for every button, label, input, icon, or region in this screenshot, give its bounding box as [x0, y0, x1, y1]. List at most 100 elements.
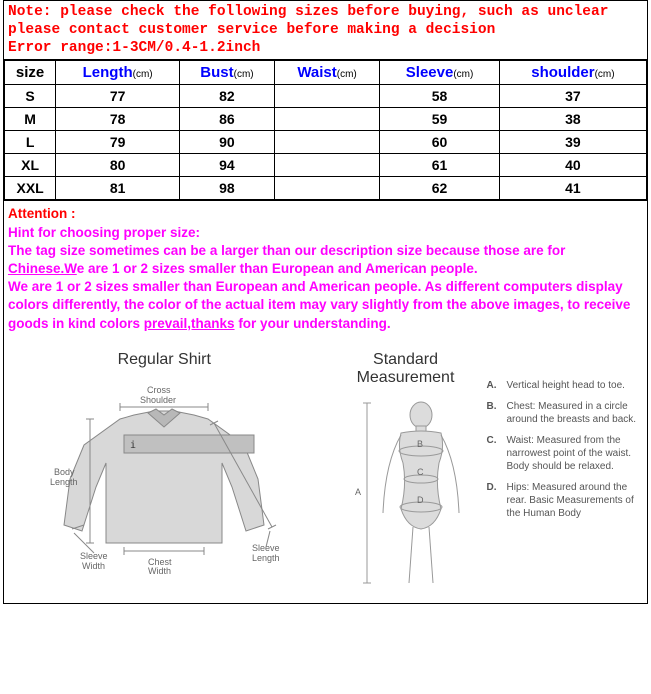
measurement-letter: B. [487, 400, 501, 426]
table-cell-size: L [5, 131, 56, 154]
table-cell-length: 78 [56, 108, 180, 131]
col-waist-label: Waist [297, 64, 336, 81]
table-cell-size: XL [5, 154, 56, 177]
table-cell-sleeve: 62 [380, 177, 500, 200]
table-cell-bust: 86 [180, 108, 275, 131]
note-line-1: Note: please check the following sizes b… [8, 3, 643, 21]
attention-title: Attention : [8, 205, 643, 223]
attention-p2-underline: prevail,thanks [144, 316, 235, 331]
table-cell-bust: 98 [180, 177, 275, 200]
col-bust-unit: (cm) [234, 69, 254, 80]
label-cross-shoulder-1: Cross [147, 385, 171, 395]
table-cell-sleeve: 58 [380, 85, 500, 108]
size-table: size Length(cm) Bust(cm) Waist(cm) Sleev… [4, 60, 647, 200]
table-cell-size: M [5, 108, 56, 131]
table-cell-shoulder: 41 [499, 177, 646, 200]
table-cell-length: 79 [56, 131, 180, 154]
note-line-3: Error range:1-3CM/0.4-1.2inch [8, 39, 643, 57]
col-bust-label: Bust [200, 64, 233, 81]
col-waist: Waist(cm) [274, 61, 379, 85]
regular-shirt-column: Regular Shirt Cross Shoulder i Body [8, 351, 321, 593]
measurement-text: Waist: Measured from the narrowest point… [507, 434, 644, 473]
placket-mark: i [130, 440, 136, 451]
table-row: S7782 5837 [5, 85, 647, 108]
attention-p1b: e are 1 or 2 sizes smaller than European… [77, 261, 478, 276]
label-chest-width-2: Width [148, 566, 171, 575]
table-cell-shoulder: 40 [499, 154, 646, 177]
col-waist-unit: (cm) [337, 69, 357, 80]
label-sleeve-length-1: Sleeve [252, 543, 280, 553]
table-cell-waist [274, 177, 379, 200]
measurement-text: Chest: Measured in a circle around the b… [507, 400, 644, 426]
table-row: XL8094 6140 [5, 154, 647, 177]
measurement-letter: C. [487, 434, 501, 473]
label-sleeve-length-2: Length [252, 553, 280, 563]
note-box: Note: please check the following sizes b… [4, 1, 647, 60]
standard-measurement-column: Standard Measurement A [331, 351, 644, 593]
regular-shirt-title: Regular Shirt [8, 351, 321, 369]
table-cell-waist [274, 154, 379, 177]
regular-shirt-diagram: Cross Shoulder i Body Length Sleeve Widt… [14, 375, 314, 575]
table-cell-sleeve: 61 [380, 154, 500, 177]
body-label-a: A [355, 487, 361, 497]
col-length-label: Length [83, 64, 133, 81]
attention-p2b: for your understanding. [235, 316, 391, 331]
label-body-length-2: Length [50, 477, 78, 487]
attention-hint: Hint for choosing proper size: [8, 224, 643, 242]
attention-para-2: We are 1 or 2 sizes smaller than Europea… [8, 278, 643, 333]
table-cell-bust: 82 [180, 85, 275, 108]
table-cell-length: 80 [56, 154, 180, 177]
table-cell-length: 77 [56, 85, 180, 108]
table-cell-waist [274, 131, 379, 154]
col-length: Length(cm) [56, 61, 180, 85]
col-sleeve: Sleeve(cm) [380, 61, 500, 85]
col-size-label: size [16, 64, 44, 81]
col-sleeve-unit: (cm) [453, 69, 473, 80]
table-row: XXL8198 6241 [5, 177, 647, 200]
table-cell-shoulder: 39 [499, 131, 646, 154]
table-cell-shoulder: 38 [499, 108, 646, 131]
body-label-c: C [417, 467, 424, 477]
table-cell-sleeve: 60 [380, 131, 500, 154]
attention-p1-underline: Chinese.W [8, 261, 77, 276]
col-shoulder: shoulder(cm) [499, 61, 646, 85]
col-bust: Bust(cm) [180, 61, 275, 85]
measurement-text: Vertical height head to toe. [507, 379, 644, 392]
standard-measurement-title: Standard Measurement [331, 351, 481, 387]
measurement-item: D.Hips: Measured around the rear. Basic … [487, 481, 644, 520]
diagram-area: Regular Shirt Cross Shoulder i Body [4, 341, 647, 603]
table-cell-bust: 94 [180, 154, 275, 177]
col-shoulder-label: shoulder [531, 64, 594, 81]
measurement-letter: A. [487, 379, 501, 392]
body-diagram: A B [331, 393, 481, 593]
table-row: L79906039 [5, 131, 647, 154]
body-label-b: B [417, 439, 423, 449]
measurement-item: A. Vertical height head to toe. [487, 379, 644, 392]
table-cell-size: XXL [5, 177, 56, 200]
table-cell-waist [274, 108, 379, 131]
col-size: size [5, 61, 56, 85]
table-cell-sleeve: 59 [380, 108, 500, 131]
size-chart-container: Note: please check the following sizes b… [3, 0, 648, 604]
col-length-unit: (cm) [133, 69, 153, 80]
measurement-letter: D. [487, 481, 501, 520]
table-cell-size: S [5, 85, 56, 108]
size-table-body: S77825837M78865938L79906039XL80946140XXL… [5, 85, 647, 200]
attention-box: Attention : Hint for choosing proper siz… [4, 200, 647, 341]
measurement-item: C.Waist: Measured from the narrowest poi… [487, 434, 644, 473]
attention-para-1: The tag size sometimes can be a larger t… [8, 242, 643, 278]
label-sleeve-width-2: Width [82, 561, 105, 571]
measurement-text: Hips: Measured around the rear. Basic Me… [507, 481, 644, 520]
label-body-length-1: Body [54, 467, 75, 477]
table-cell-length: 81 [56, 177, 180, 200]
col-sleeve-label: Sleeve [406, 64, 454, 81]
measurement-list: A. Vertical height head to toe. B.Chest: M… [487, 351, 644, 593]
table-cell-shoulder: 37 [499, 85, 646, 108]
col-shoulder-unit: (cm) [595, 69, 615, 80]
table-row: M7886 5938 [5, 108, 647, 131]
measurement-item: B.Chest: Measured in a circle around the… [487, 400, 644, 426]
body-label-d: D [417, 495, 424, 505]
attention-p1a: The tag size sometimes can be a larger t… [8, 243, 565, 258]
size-table-header-row: size Length(cm) Bust(cm) Waist(cm) Sleev… [5, 61, 647, 85]
table-cell-waist [274, 85, 379, 108]
